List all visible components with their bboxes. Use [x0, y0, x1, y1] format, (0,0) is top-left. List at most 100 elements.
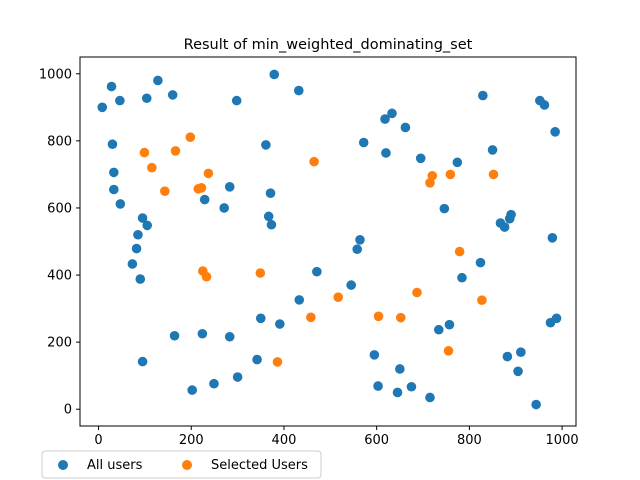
point-selected-users: [196, 183, 207, 193]
point-all-users: [261, 140, 271, 150]
point-all-users: [499, 222, 510, 232]
point-all-users: [346, 280, 356, 290]
point-selected-users: [445, 169, 456, 180]
point-all-users: [433, 324, 444, 335]
point-all-users: [452, 157, 463, 168]
point-all-users: [109, 184, 119, 195]
x-tick-label: 600: [364, 433, 389, 448]
point-all-users: [231, 95, 242, 106]
point-selected-users: [412, 287, 422, 298]
point-all-users: [209, 378, 219, 389]
plot-area: [79, 56, 577, 427]
point-selected-users: [454, 246, 465, 257]
legend: All users Selected Users: [41, 450, 322, 479]
y-tick-label: 800: [47, 134, 72, 149]
point-all-users: [263, 211, 274, 222]
point-selected-users: [170, 146, 181, 156]
point-all-users: [406, 381, 417, 392]
y-tick-label: 600: [47, 201, 72, 216]
point-all-users: [224, 331, 235, 342]
point-all-users: [539, 100, 550, 110]
point-all-users: [153, 75, 163, 86]
point-all-users: [274, 319, 285, 329]
point-selected-users: [201, 271, 212, 282]
y-tick-label: 400: [47, 269, 72, 284]
point-all-users: [255, 313, 266, 324]
point-selected-users: [203, 168, 214, 179]
point-all-users: [551, 313, 562, 324]
point-all-users: [187, 385, 197, 395]
series-0: [97, 69, 562, 410]
point-selected-users: [373, 311, 384, 322]
point-all-users: [547, 233, 558, 243]
point-all-users: [115, 199, 126, 209]
point-selected-users: [443, 346, 454, 356]
point-all-users: [293, 85, 304, 96]
y-axis: 0 200 400 600 800 1000: [39, 67, 80, 418]
chart-title: Result of min_weighted_dominating_set: [184, 37, 473, 53]
point-all-users: [141, 93, 152, 104]
point-all-users: [380, 114, 390, 124]
point-selected-users: [272, 357, 283, 367]
point-all-users: [97, 102, 108, 113]
point-all-users: [199, 194, 210, 205]
point-all-users: [395, 364, 405, 374]
point-all-users: [197, 328, 208, 339]
point-selected-users: [427, 170, 438, 181]
point-selected-users: [395, 312, 406, 323]
point-all-users: [137, 213, 148, 223]
point-selected-users: [488, 169, 499, 180]
point-selected-users: [185, 132, 196, 142]
point-all-users: [400, 122, 411, 133]
legend-label-all-users: All users: [87, 458, 143, 473]
point-all-users: [457, 272, 467, 283]
point-all-users: [107, 139, 118, 150]
x-tick-label: 800: [457, 433, 482, 448]
point-all-users: [115, 95, 125, 106]
point-all-users: [513, 366, 523, 377]
point-all-users: [127, 259, 138, 269]
point-selected-users: [333, 292, 343, 302]
point-all-users: [550, 127, 560, 137]
point-selected-users: [160, 186, 170, 196]
point-all-users: [355, 235, 365, 245]
point-all-users: [252, 354, 262, 365]
point-all-users: [232, 372, 243, 382]
point-all-users: [392, 387, 403, 398]
point-selected-users: [477, 295, 487, 306]
point-all-users: [478, 90, 488, 101]
point-all-users: [358, 137, 369, 148]
point-all-users: [135, 274, 146, 284]
point-all-users: [219, 203, 229, 213]
point-all-users: [312, 266, 322, 277]
point-all-users: [415, 153, 426, 164]
legend-marker-all-users: [58, 460, 68, 470]
point-all-users: [475, 257, 486, 268]
point-all-users: [381, 148, 391, 158]
point-all-users: [106, 81, 117, 92]
point-all-users: [269, 69, 280, 80]
point-all-users: [516, 347, 526, 358]
x-tick-label: 0: [94, 433, 102, 448]
point-all-users: [131, 243, 142, 254]
point-all-users: [266, 219, 277, 230]
point-all-users: [109, 167, 119, 178]
point-all-users: [169, 330, 180, 341]
point-all-users: [142, 220, 153, 231]
point-selected-users: [147, 162, 157, 173]
point-all-users: [425, 392, 435, 403]
data-points: [97, 69, 562, 410]
point-all-users: [531, 399, 541, 410]
point-all-users: [369, 350, 380, 360]
y-tick-label: 1000: [39, 67, 72, 82]
point-all-users: [265, 188, 276, 198]
point-all-users: [167, 90, 178, 100]
x-tick-label: 1000: [546, 433, 579, 448]
point-all-users: [294, 295, 305, 305]
legend-marker-selected-users: [182, 460, 192, 470]
point-all-users: [373, 381, 383, 391]
plot-frame: [79, 56, 577, 427]
point-all-users: [506, 209, 516, 220]
point-all-users: [439, 203, 450, 214]
